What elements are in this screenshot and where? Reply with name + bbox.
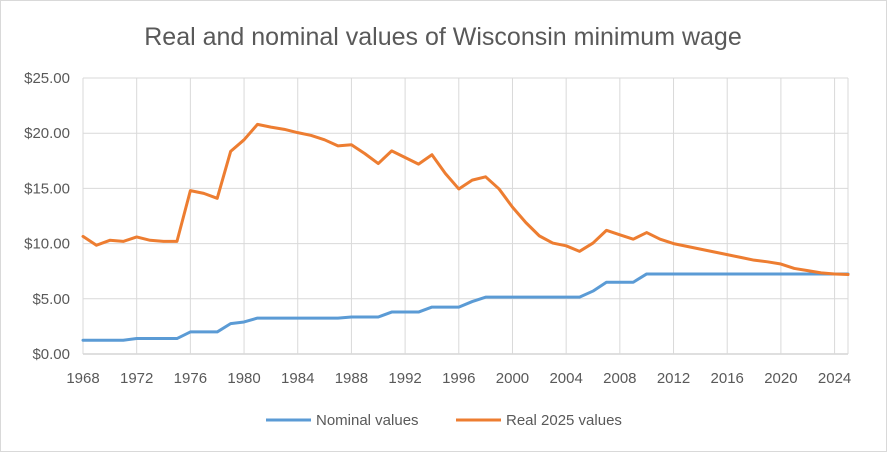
y-tick-label: $0.00 — [32, 346, 70, 363]
x-tick-label: 1980 — [227, 370, 260, 387]
x-tick-label: 1972 — [120, 370, 153, 387]
legend-label: Real 2025 values — [506, 412, 622, 429]
x-tick-label: 1984 — [281, 370, 314, 387]
x-tick-label: 2004 — [549, 370, 582, 387]
y-tick-label: $25.00 — [24, 70, 70, 87]
x-tick-label: 1992 — [388, 370, 421, 387]
legend: Nominal values Real 2025 values — [266, 412, 622, 429]
x-tick-label: 2020 — [764, 370, 797, 387]
chart-title: Real and nominal values of Wisconsin min… — [144, 23, 742, 51]
x-tick-label: 2000 — [496, 370, 529, 387]
x-tick-label: 2012 — [657, 370, 690, 387]
legend-label: Nominal values — [316, 412, 419, 429]
series-lines — [81, 122, 850, 342]
x-tick-label: 2008 — [603, 370, 636, 387]
y-tick-label: $15.00 — [24, 180, 70, 197]
x-tick-label: 1976 — [174, 370, 207, 387]
x-tick-label: 1988 — [335, 370, 368, 387]
y-tick-label: $5.00 — [32, 291, 70, 308]
series-line-nominal — [81, 272, 850, 342]
y-tick-label: $20.00 — [24, 125, 70, 142]
x-tick-label: 2016 — [711, 370, 744, 387]
x-axis-tick-labels: 1968 1972 1976 1980 1984 1988 1992 1996 2000 2004… — [66, 370, 851, 387]
x-tick-label: 1996 — [442, 370, 475, 387]
x-tick-label: 1968 — [66, 370, 99, 387]
y-axis-tick-labels: $0.00 $5.00 $10.00 $15.00 $20.00 $25.00 — [24, 70, 70, 363]
x-tick-label: 2024 — [818, 370, 851, 387]
series-line-real — [81, 122, 850, 277]
gridlines — [82, 77, 849, 355]
y-tick-label: $10.00 — [24, 236, 70, 253]
